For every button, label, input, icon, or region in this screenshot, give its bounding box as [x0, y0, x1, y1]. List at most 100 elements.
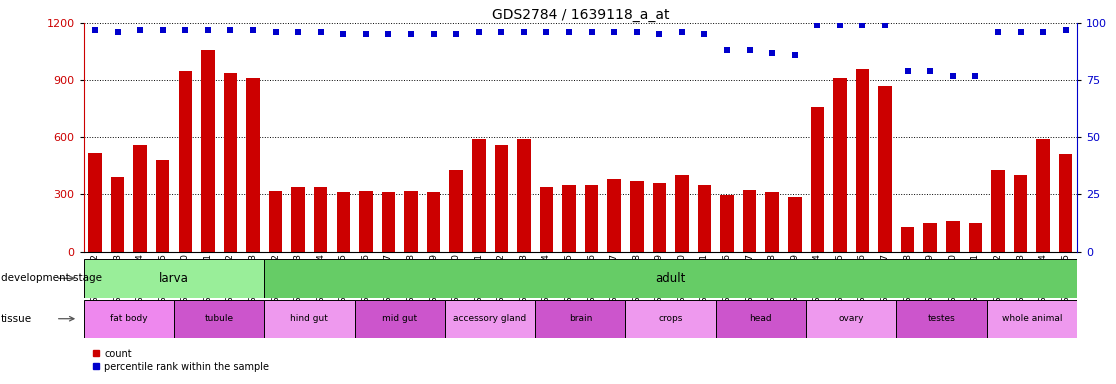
Text: tubule: tubule: [204, 314, 233, 323]
Text: ovary: ovary: [838, 314, 864, 323]
Bar: [743, 190, 757, 252]
Legend: count, percentile rank within the sample: count, percentile rank within the sample: [88, 345, 273, 376]
Text: tissue: tissue: [1, 314, 32, 324]
Bar: [878, 86, 892, 252]
Bar: [247, 78, 260, 252]
Bar: [337, 192, 350, 252]
Point: [357, 31, 375, 38]
Point: [1057, 27, 1075, 33]
Bar: [698, 185, 711, 252]
Point: [628, 29, 646, 35]
Bar: [810, 107, 824, 252]
Point: [741, 47, 759, 53]
Bar: [834, 78, 847, 252]
Point: [199, 27, 217, 33]
Bar: [359, 190, 373, 252]
Point: [651, 31, 668, 38]
Bar: [426, 192, 441, 252]
Bar: [562, 185, 576, 252]
Point: [718, 47, 735, 53]
Bar: [720, 195, 734, 252]
Point: [448, 31, 465, 38]
Text: brain: brain: [569, 314, 591, 323]
Text: whole animal: whole animal: [1001, 314, 1062, 323]
Bar: [84, 300, 174, 338]
Bar: [969, 223, 982, 252]
Point: [311, 29, 329, 35]
Point: [944, 73, 962, 79]
Point: [763, 50, 781, 56]
Text: fat body: fat body: [110, 314, 147, 323]
Text: head: head: [750, 314, 772, 323]
Bar: [806, 300, 896, 338]
Point: [695, 31, 713, 38]
Text: accessory gland: accessory gland: [453, 314, 527, 323]
Point: [854, 22, 872, 28]
Bar: [766, 192, 779, 252]
Point: [786, 52, 804, 58]
Point: [898, 68, 916, 74]
Text: crops: crops: [658, 314, 683, 323]
Bar: [715, 300, 806, 338]
Point: [108, 29, 126, 35]
Point: [989, 29, 1007, 35]
Point: [379, 31, 397, 38]
Bar: [156, 160, 170, 252]
Bar: [629, 181, 644, 252]
Bar: [1037, 139, 1050, 252]
Text: testes: testes: [927, 314, 955, 323]
Bar: [404, 190, 417, 252]
Point: [402, 31, 420, 38]
Bar: [450, 170, 463, 252]
Bar: [110, 177, 124, 252]
Bar: [946, 221, 960, 252]
Point: [583, 29, 600, 35]
Point: [922, 68, 940, 74]
Point: [267, 29, 285, 35]
Point: [470, 29, 488, 35]
Text: hind gut: hind gut: [290, 314, 328, 323]
Bar: [264, 259, 1077, 298]
Bar: [472, 139, 485, 252]
Bar: [174, 300, 264, 338]
Title: GDS2784 / 1639118_a_at: GDS2784 / 1639118_a_at: [491, 8, 670, 22]
Text: development stage: development stage: [1, 273, 103, 283]
Point: [673, 29, 691, 35]
Point: [289, 29, 307, 35]
Bar: [540, 187, 554, 252]
Text: adult: adult: [655, 272, 686, 285]
Bar: [179, 71, 192, 252]
Bar: [653, 183, 666, 252]
Bar: [494, 145, 508, 252]
Bar: [607, 179, 620, 252]
Point: [560, 29, 578, 35]
Bar: [856, 69, 869, 252]
Bar: [84, 259, 264, 298]
Bar: [314, 187, 327, 252]
Bar: [445, 300, 536, 338]
Text: larva: larva: [160, 272, 189, 285]
Bar: [987, 300, 1077, 338]
Bar: [991, 170, 1004, 252]
Point: [514, 29, 532, 35]
Text: mid gut: mid gut: [382, 314, 417, 323]
Point: [831, 22, 849, 28]
Bar: [585, 185, 598, 252]
Point: [605, 29, 623, 35]
Bar: [223, 73, 238, 252]
Point: [176, 27, 194, 33]
Point: [1035, 29, 1052, 35]
Bar: [517, 139, 531, 252]
Point: [221, 27, 239, 33]
Point: [492, 29, 510, 35]
Bar: [896, 300, 987, 338]
Point: [876, 22, 894, 28]
Bar: [134, 145, 147, 252]
Bar: [675, 175, 689, 252]
Bar: [382, 192, 395, 252]
Point: [808, 22, 826, 28]
Bar: [536, 300, 625, 338]
Point: [966, 73, 984, 79]
Point: [132, 27, 150, 33]
Point: [244, 27, 262, 33]
